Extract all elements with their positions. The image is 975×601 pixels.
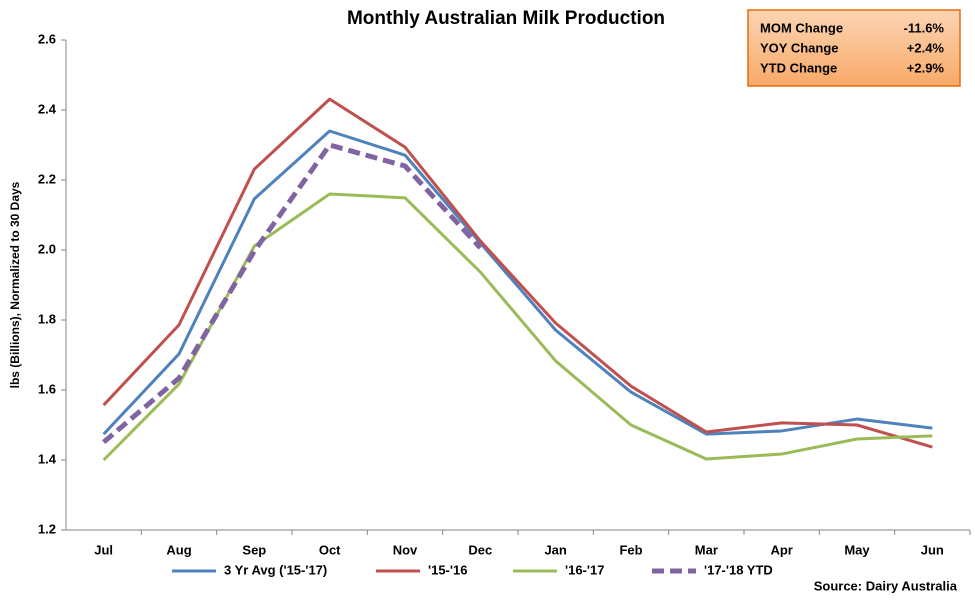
x-tick-label: Jul xyxy=(94,542,113,557)
y-tick-label: 2.2 xyxy=(38,171,56,186)
summary-value: -11.6% xyxy=(904,20,945,35)
legend-label: 3 Yr Avg ('15-'17) xyxy=(224,562,327,577)
line-series xyxy=(102,129,933,436)
x-tick-label: Jun xyxy=(921,542,944,557)
y-tick-label: 2.6 xyxy=(38,31,56,46)
y-tick-label: 1.8 xyxy=(38,311,56,326)
legend-label: '17-'18 YTD xyxy=(704,562,773,577)
line-series xyxy=(102,142,483,445)
x-tick-label: Feb xyxy=(619,542,642,557)
y-tick-label: 2.0 xyxy=(38,241,56,256)
x-tick-label: Nov xyxy=(393,542,418,557)
x-tick-label: Aug xyxy=(166,542,191,557)
legend-label: '15-'16 xyxy=(428,562,467,577)
x-tick-label: Jan xyxy=(544,542,566,557)
x-tick-label: Sep xyxy=(242,542,266,557)
summary-label: YOY Change xyxy=(760,40,839,55)
x-tick-label: Dec xyxy=(468,542,492,557)
y-tick-label: 2.4 xyxy=(38,101,57,116)
summary-value: +2.4% xyxy=(907,40,945,55)
summary-box xyxy=(747,9,961,87)
x-tick-label: Oct xyxy=(319,542,341,557)
x-tick-label: May xyxy=(844,542,870,557)
y-tick-label: 1.6 xyxy=(38,381,56,396)
summary-label: YTD Change xyxy=(760,60,837,75)
x-tick-label: Apr xyxy=(770,542,792,557)
line-series xyxy=(102,97,933,449)
summary-value: +2.9% xyxy=(907,60,945,75)
y-tick-label: 1.2 xyxy=(38,521,56,536)
legend-label: '16-'17 xyxy=(565,562,604,577)
summary-label: MOM Change xyxy=(760,20,843,35)
source: Source: Dairy Australia xyxy=(814,578,958,593)
y-tick-label: 1.4 xyxy=(38,451,57,466)
x-tick-label: Mar xyxy=(695,542,718,557)
y-axis-label: lbs (Billions), Normalized to 30 Days xyxy=(8,181,22,388)
chart-title: Monthly Australian Milk Production xyxy=(347,8,665,29)
